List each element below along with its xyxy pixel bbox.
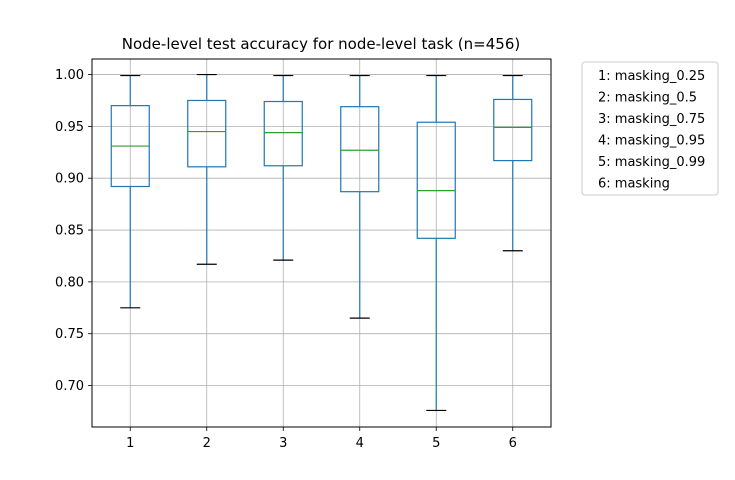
legend: 1: masking_0.25 2: masking_0.5 3: masking_… (581, 61, 719, 196)
legend-entry: 2: masking_0.5 (598, 91, 697, 106)
legend-entry: 5: masking_0.99 (598, 155, 705, 170)
box-group-6 (493, 74, 533, 252)
y-tick-label: 0.90 (55, 172, 84, 187)
chart-title: Node-level test accuracy for node-level … (122, 35, 520, 53)
iqr-box (493, 98, 533, 162)
x-tick-label: 3 (279, 436, 287, 451)
legend-entry: 1: masking_0.25 (598, 69, 705, 84)
x-tick-label: 6 (509, 436, 517, 451)
axes-layer: 0.70 0.75 0.80 0.85 0.90 0.95 1.00 1 2 3 4 5 6 (55, 58, 552, 451)
box-group-3 (263, 74, 303, 261)
legend-entry: 4: masking_0.95 (598, 134, 705, 149)
boxes-layer (110, 73, 533, 412)
y-tick-label: 1.00 (55, 68, 84, 83)
plot-frame (91, 58, 552, 428)
iqr-box (416, 121, 456, 239)
iqr-box (187, 99, 227, 168)
box-group-1 (110, 74, 150, 309)
iqr-box (340, 106, 380, 193)
legend-entry: 6: masking (598, 177, 670, 192)
legend-entry: 3: masking_0.75 (598, 112, 705, 127)
y-tick-label: 0.70 (55, 379, 84, 394)
box-group-4 (340, 74, 380, 319)
grid-layer (92, 59, 551, 427)
y-tick-label: 0.85 (55, 224, 84, 239)
x-tick-label: 5 (432, 436, 440, 451)
y-tick-label: 0.80 (55, 275, 84, 290)
iqr-box (263, 100, 303, 167)
y-tick-label: 0.75 (55, 327, 84, 342)
legend-box (581, 61, 719, 196)
x-tick-label: 2 (203, 436, 211, 451)
box-group-5 (416, 74, 456, 412)
x-tick-label: 4 (356, 436, 364, 451)
x-tick-label: 1 (126, 436, 134, 451)
box-group-2 (187, 73, 227, 265)
y-tick-label: 0.95 (55, 120, 84, 135)
